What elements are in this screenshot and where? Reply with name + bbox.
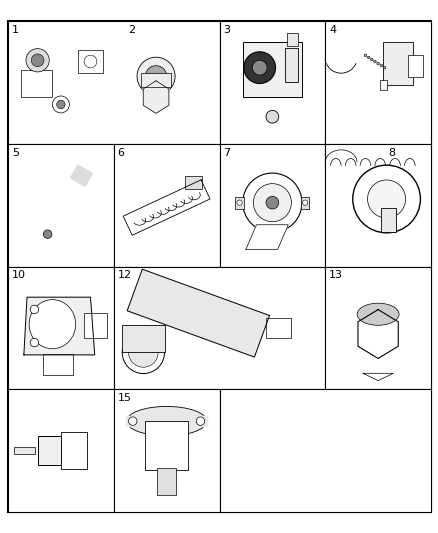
Text: 3: 3 xyxy=(223,25,230,35)
Bar xyxy=(84,313,107,338)
Text: 12: 12 xyxy=(117,271,131,280)
Circle shape xyxy=(367,56,369,59)
Circle shape xyxy=(265,196,278,209)
Circle shape xyxy=(137,57,175,95)
Bar xyxy=(185,176,202,189)
Bar xyxy=(407,55,422,77)
Polygon shape xyxy=(357,310,397,358)
Text: 15: 15 xyxy=(117,393,131,403)
Bar xyxy=(8,144,113,266)
Bar xyxy=(325,144,430,266)
Circle shape xyxy=(26,49,49,72)
Text: 8: 8 xyxy=(388,148,395,158)
Circle shape xyxy=(128,337,158,367)
Polygon shape xyxy=(127,269,269,357)
Circle shape xyxy=(382,67,385,69)
Bar xyxy=(219,144,325,266)
Circle shape xyxy=(352,165,420,233)
Bar xyxy=(78,51,103,72)
Text: 10: 10 xyxy=(12,271,26,280)
Circle shape xyxy=(265,110,278,123)
Circle shape xyxy=(122,332,164,374)
Bar xyxy=(325,266,430,389)
Bar xyxy=(113,389,219,512)
Circle shape xyxy=(57,100,65,109)
Text: 5: 5 xyxy=(12,148,19,158)
Polygon shape xyxy=(126,416,147,426)
Bar xyxy=(8,266,113,389)
Circle shape xyxy=(43,230,52,238)
Circle shape xyxy=(52,96,69,113)
Bar xyxy=(113,144,219,266)
Polygon shape xyxy=(70,165,92,187)
Bar xyxy=(8,389,113,512)
Text: 2: 2 xyxy=(128,25,135,35)
Circle shape xyxy=(237,200,242,205)
Bar xyxy=(38,436,61,465)
Ellipse shape xyxy=(126,407,206,436)
Circle shape xyxy=(243,52,275,84)
Text: 1: 1 xyxy=(12,25,19,35)
Polygon shape xyxy=(362,373,392,381)
Circle shape xyxy=(30,305,39,314)
Polygon shape xyxy=(245,225,288,249)
Circle shape xyxy=(84,55,97,68)
Circle shape xyxy=(253,184,291,222)
Bar xyxy=(219,21,325,144)
Circle shape xyxy=(145,66,166,87)
Ellipse shape xyxy=(29,300,75,349)
Polygon shape xyxy=(123,180,209,236)
Bar xyxy=(325,21,430,144)
Bar xyxy=(14,447,35,454)
Bar xyxy=(61,432,87,469)
Bar xyxy=(113,266,325,389)
Text: 13: 13 xyxy=(328,271,343,280)
Circle shape xyxy=(252,60,266,75)
Circle shape xyxy=(376,62,378,65)
Circle shape xyxy=(364,54,366,56)
Circle shape xyxy=(302,200,307,205)
Bar xyxy=(381,207,395,232)
Polygon shape xyxy=(143,81,169,114)
Bar xyxy=(235,197,243,209)
Circle shape xyxy=(196,417,204,425)
Circle shape xyxy=(30,338,39,347)
Bar xyxy=(242,42,301,97)
Text: 4: 4 xyxy=(328,25,336,35)
Polygon shape xyxy=(185,416,206,426)
Ellipse shape xyxy=(357,303,398,325)
Bar xyxy=(43,354,72,375)
Circle shape xyxy=(370,58,372,61)
Circle shape xyxy=(373,60,375,63)
Circle shape xyxy=(128,417,137,425)
Bar xyxy=(141,72,170,87)
Bar xyxy=(286,33,297,45)
Circle shape xyxy=(367,180,405,218)
Polygon shape xyxy=(24,297,95,355)
Bar xyxy=(284,48,297,83)
Bar xyxy=(21,70,52,97)
Bar xyxy=(157,468,176,495)
Circle shape xyxy=(31,54,44,67)
Circle shape xyxy=(379,64,381,67)
Text: 7: 7 xyxy=(223,148,230,158)
Bar xyxy=(265,318,291,338)
Bar xyxy=(300,197,309,209)
Circle shape xyxy=(242,173,301,232)
Bar xyxy=(219,389,430,512)
Bar xyxy=(8,21,219,144)
Bar xyxy=(382,42,412,85)
Bar xyxy=(379,80,386,90)
Bar xyxy=(122,326,164,352)
Bar xyxy=(145,421,187,470)
Text: 6: 6 xyxy=(117,148,124,158)
